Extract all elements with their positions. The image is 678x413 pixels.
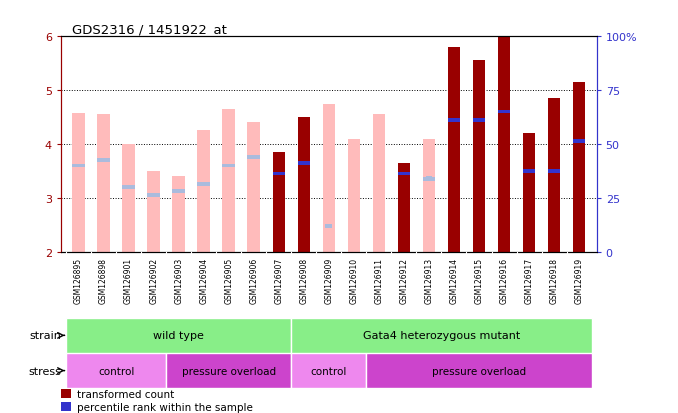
Bar bbox=[292, 353, 366, 388]
Bar bbox=[573, 140, 585, 144]
Bar bbox=[147, 194, 160, 197]
Bar bbox=[98, 159, 110, 163]
Bar bbox=[98, 115, 110, 252]
Bar bbox=[172, 190, 185, 194]
Bar bbox=[323, 104, 335, 252]
Text: pressure overload: pressure overload bbox=[432, 366, 526, 376]
Bar bbox=[273, 172, 285, 176]
Bar bbox=[66, 318, 292, 353]
Bar bbox=[61, 389, 71, 398]
Text: GSM126907: GSM126907 bbox=[275, 257, 283, 304]
Text: pressure overload: pressure overload bbox=[182, 366, 276, 376]
Bar bbox=[548, 169, 560, 173]
Text: GSM126895: GSM126895 bbox=[74, 257, 83, 303]
Bar bbox=[523, 134, 536, 252]
Bar bbox=[298, 161, 310, 165]
Text: GSM126912: GSM126912 bbox=[399, 257, 408, 303]
Bar bbox=[197, 131, 210, 252]
Text: wild type: wild type bbox=[153, 330, 204, 341]
Text: Gata4 heterozygous mutant: Gata4 heterozygous mutant bbox=[363, 330, 520, 341]
Bar bbox=[398, 163, 410, 252]
Text: control: control bbox=[311, 366, 347, 376]
Bar bbox=[573, 83, 585, 252]
Bar bbox=[247, 156, 260, 160]
Text: control: control bbox=[98, 366, 134, 376]
Text: strain: strain bbox=[30, 330, 62, 341]
Bar bbox=[247, 123, 260, 252]
Bar bbox=[348, 139, 360, 252]
Bar bbox=[122, 185, 135, 190]
Bar bbox=[222, 109, 235, 252]
Bar bbox=[473, 119, 485, 122]
Bar bbox=[447, 119, 460, 122]
Text: GSM126911: GSM126911 bbox=[374, 257, 383, 303]
Bar bbox=[498, 110, 511, 114]
Text: GSM126916: GSM126916 bbox=[500, 257, 508, 303]
Bar bbox=[373, 115, 385, 252]
Text: GSM126908: GSM126908 bbox=[299, 257, 308, 303]
Bar bbox=[422, 178, 435, 181]
Text: GSM126901: GSM126901 bbox=[124, 257, 133, 303]
Text: GSM126905: GSM126905 bbox=[224, 257, 233, 304]
Bar bbox=[325, 225, 332, 228]
Bar bbox=[172, 177, 185, 252]
Text: GSM126909: GSM126909 bbox=[324, 257, 334, 304]
Bar bbox=[273, 152, 285, 252]
Bar bbox=[66, 353, 166, 388]
Text: GSM126904: GSM126904 bbox=[199, 257, 208, 304]
Bar bbox=[222, 164, 235, 168]
Text: GSM126910: GSM126910 bbox=[349, 257, 359, 303]
Text: GDS2316 / 1451922_at: GDS2316 / 1451922_at bbox=[72, 23, 226, 36]
Text: GSM126919: GSM126919 bbox=[575, 257, 584, 303]
Text: stress: stress bbox=[28, 366, 62, 376]
Text: GSM126917: GSM126917 bbox=[525, 257, 534, 303]
Bar bbox=[447, 48, 460, 252]
Bar bbox=[197, 183, 210, 187]
Bar bbox=[498, 37, 511, 252]
Bar bbox=[122, 145, 135, 252]
Bar bbox=[147, 171, 160, 252]
Bar bbox=[61, 402, 71, 411]
Text: GSM126903: GSM126903 bbox=[174, 257, 183, 304]
Bar bbox=[166, 353, 292, 388]
Bar bbox=[292, 318, 592, 353]
Bar bbox=[523, 169, 536, 173]
Bar bbox=[73, 114, 85, 252]
Bar bbox=[366, 353, 592, 388]
Bar bbox=[422, 139, 435, 252]
Text: GSM126914: GSM126914 bbox=[450, 257, 458, 303]
Text: percentile rank within the sample: percentile rank within the sample bbox=[77, 402, 253, 412]
Bar bbox=[426, 176, 433, 180]
Bar bbox=[73, 164, 85, 168]
Bar bbox=[473, 61, 485, 252]
Bar bbox=[398, 172, 410, 176]
Text: GSM126906: GSM126906 bbox=[250, 257, 258, 304]
Text: GSM126913: GSM126913 bbox=[424, 257, 433, 303]
Text: GSM126902: GSM126902 bbox=[149, 257, 158, 303]
Bar bbox=[298, 118, 310, 252]
Bar bbox=[548, 99, 560, 252]
Text: transformed count: transformed count bbox=[77, 389, 174, 399]
Text: GSM126915: GSM126915 bbox=[475, 257, 483, 303]
Text: GSM126898: GSM126898 bbox=[99, 257, 108, 303]
Text: GSM126918: GSM126918 bbox=[550, 257, 559, 303]
